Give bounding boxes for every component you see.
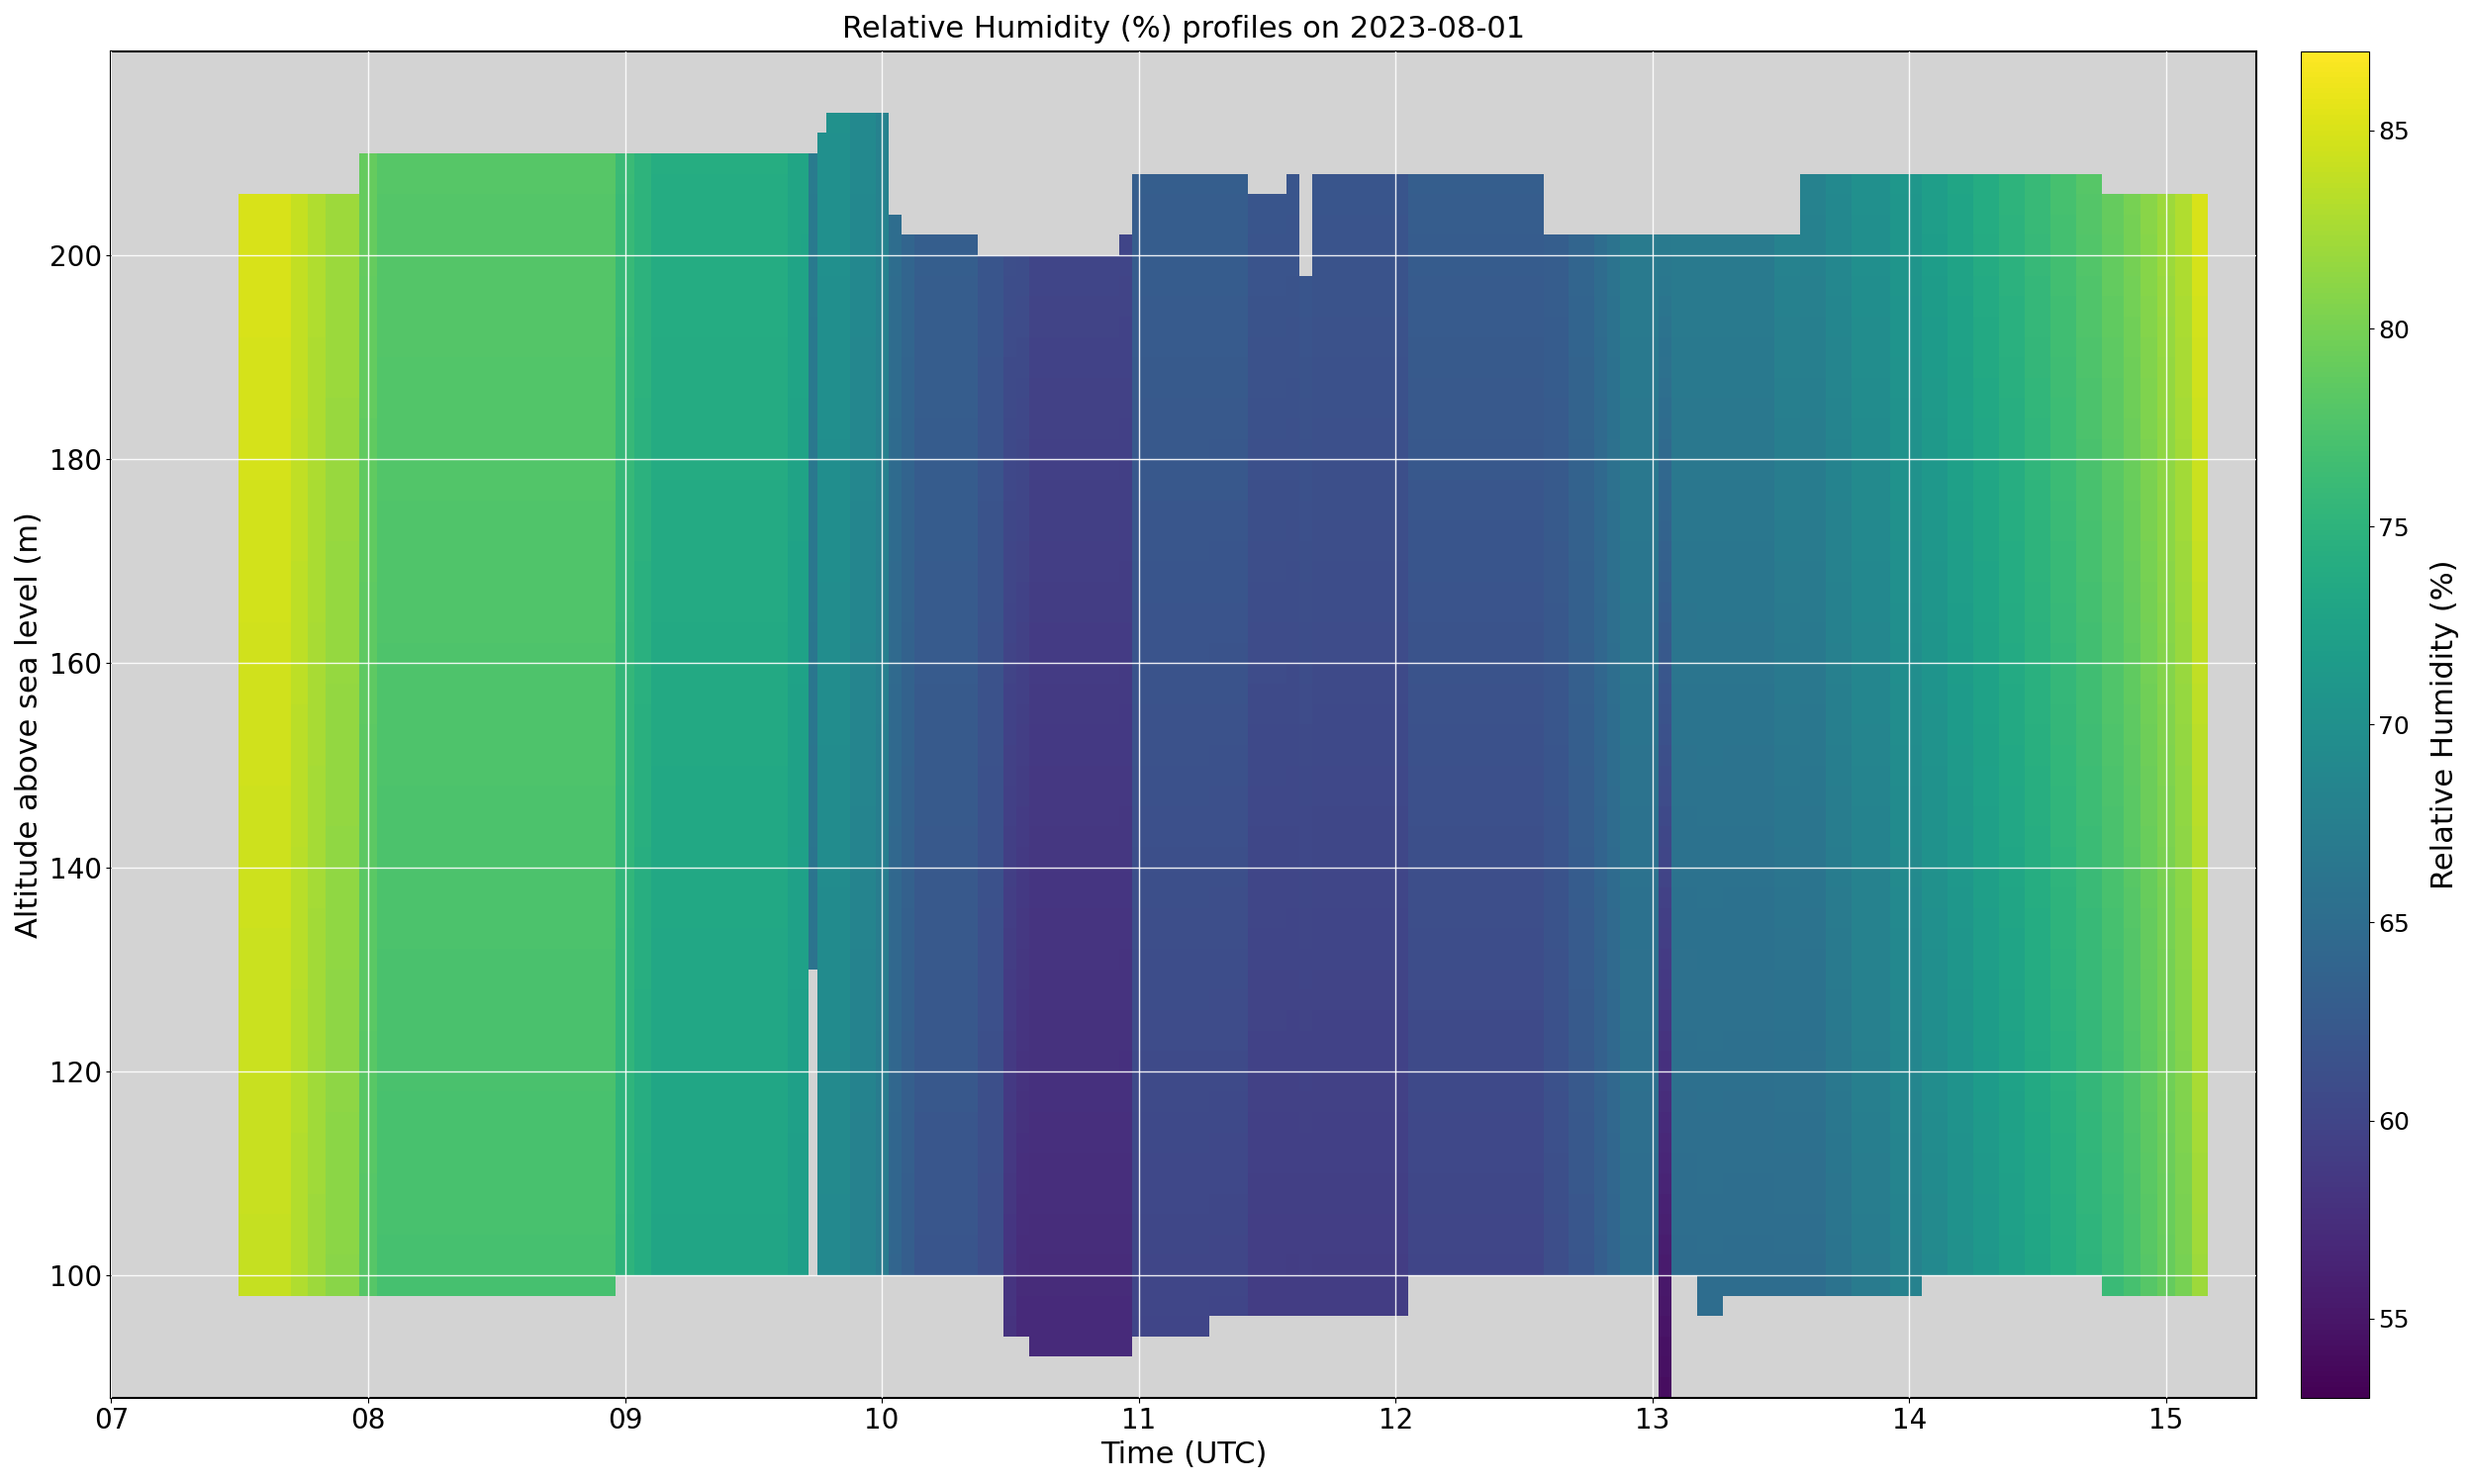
- Title: Relative Humidity (%) profiles on 2023-08-01: Relative Humidity (%) profiles on 2023-0…: [841, 15, 1524, 43]
- Y-axis label: Relative Humidity (%): Relative Humidity (%): [2429, 559, 2459, 889]
- X-axis label: Time (UTC): Time (UTC): [1101, 1441, 1267, 1469]
- Y-axis label: Altitude above sea level (m): Altitude above sea level (m): [15, 512, 45, 938]
